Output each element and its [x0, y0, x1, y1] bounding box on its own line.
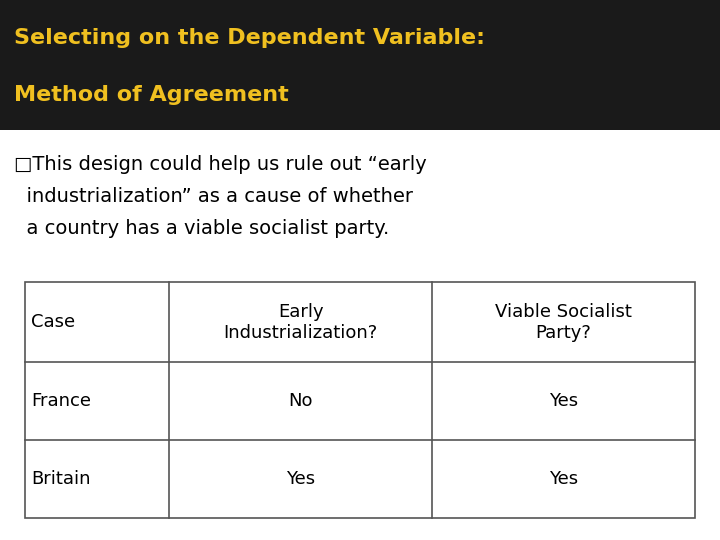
Text: No: No [289, 392, 313, 410]
Text: Selecting on the Dependent Variable:: Selecting on the Dependent Variable: [14, 28, 485, 48]
Text: industrialization” as a cause of whether: industrialization” as a cause of whether [14, 187, 413, 206]
Text: Yes: Yes [549, 470, 578, 488]
Text: Early
Industrialization?: Early Industrialization? [224, 303, 378, 341]
Text: Case: Case [31, 313, 75, 331]
Text: Yes: Yes [286, 470, 315, 488]
Text: Viable Socialist
Party?: Viable Socialist Party? [495, 303, 632, 341]
Text: France: France [31, 392, 91, 410]
Text: a country has a viable socialist party.: a country has a viable socialist party. [14, 219, 390, 239]
Text: □This design could help us rule out “early: □This design could help us rule out “ear… [14, 156, 427, 174]
Text: Yes: Yes [549, 392, 578, 410]
Text: Britain: Britain [31, 470, 91, 488]
Bar [25, 282, 695, 518]
Bar [0, 0, 720, 130]
Text: Method of Agreement: Method of Agreement [14, 85, 289, 105]
